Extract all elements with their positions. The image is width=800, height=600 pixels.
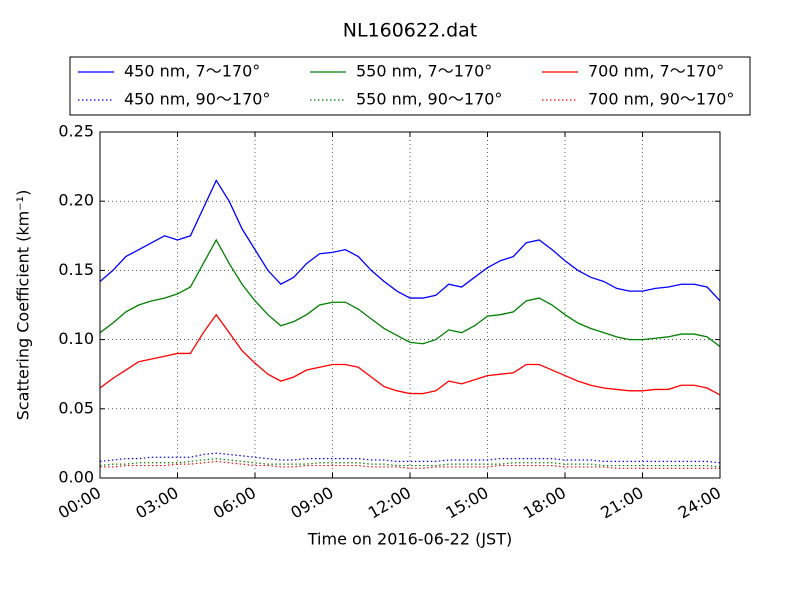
legend-box	[69, 56, 751, 116]
legend-label: 550 nm, 7～170°	[356, 62, 492, 81]
legend-label: 550 nm, 90～170°	[356, 90, 502, 109]
legend-label: 450 nm, 90～170°	[124, 90, 270, 109]
y-tick-label: 0.00	[58, 468, 94, 487]
series-line	[99, 313, 721, 396]
y-tick-label: 0.20	[58, 191, 94, 210]
y-tick-label: 0.25	[58, 122, 94, 141]
x-axis-label: Time on 2016-06-22 (JST)	[307, 530, 512, 549]
y-tick-label: 0.15	[58, 260, 94, 279]
legend-label: 450 nm, 7～170°	[124, 62, 260, 81]
legend-label: 700 nm, 7～170°	[588, 62, 724, 81]
series-line	[99, 238, 721, 348]
legend-label: 700 nm, 90～170°	[588, 90, 734, 109]
series-line	[99, 179, 721, 302]
y-tick-label: 0.05	[58, 398, 94, 417]
y-tick-label: 0.10	[58, 329, 94, 348]
y-axis-label: Scattering Coefficient (km⁻¹)	[14, 190, 33, 421]
plot-frame	[99, 131, 721, 479]
chart-title: NL160622.dat	[343, 20, 478, 42]
